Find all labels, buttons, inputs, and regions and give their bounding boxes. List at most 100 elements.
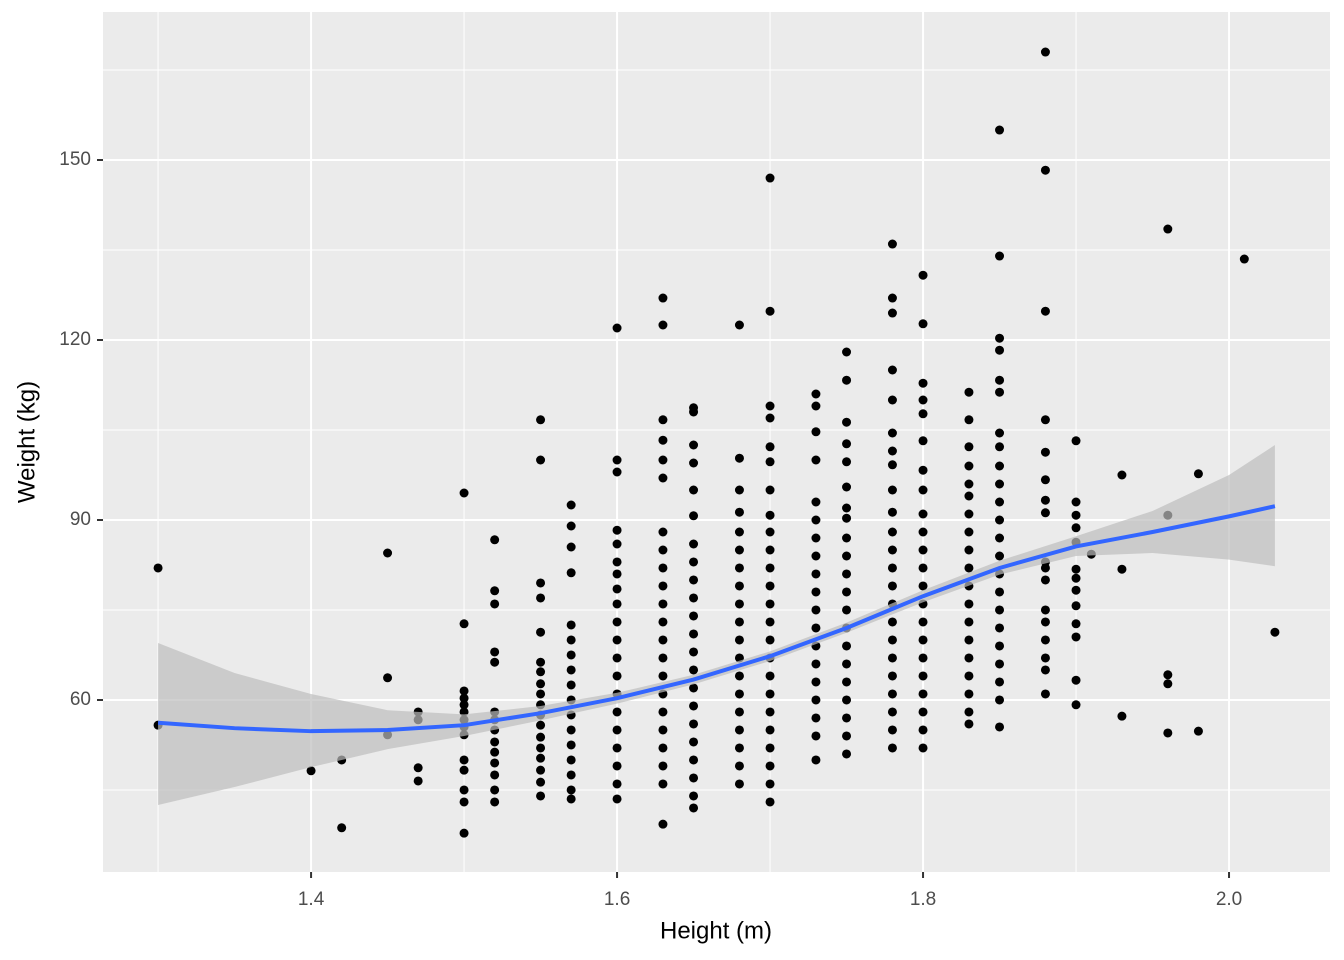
point	[459, 686, 469, 696]
point	[1071, 675, 1081, 685]
point	[964, 442, 974, 452]
point	[964, 461, 974, 471]
point	[689, 755, 699, 765]
point	[842, 659, 852, 669]
point	[612, 455, 622, 465]
point	[612, 569, 622, 579]
point	[964, 479, 974, 489]
smooth-line	[157, 504, 1276, 734]
point	[566, 785, 576, 795]
point	[995, 623, 1005, 633]
point	[658, 671, 668, 681]
point	[918, 725, 928, 735]
point	[1040, 665, 1050, 675]
point	[1270, 627, 1280, 637]
point	[459, 765, 469, 775]
point	[811, 623, 821, 633]
point	[459, 797, 469, 807]
point	[734, 635, 744, 645]
point	[612, 653, 622, 663]
point	[765, 797, 775, 807]
x-axis-title: Height (m)	[660, 917, 772, 944]
point	[612, 323, 622, 333]
point	[995, 497, 1005, 507]
point	[734, 545, 744, 555]
point	[918, 707, 928, 717]
point	[995, 479, 1005, 489]
point	[536, 689, 546, 699]
point	[887, 239, 897, 249]
point	[490, 535, 500, 545]
point	[842, 677, 852, 687]
point	[566, 665, 576, 675]
point	[995, 677, 1005, 687]
point	[765, 761, 775, 771]
point	[1040, 617, 1050, 627]
point	[1071, 601, 1081, 611]
point	[1163, 670, 1173, 680]
point	[490, 647, 500, 657]
point	[658, 320, 668, 330]
x-tick-label: 1.4	[298, 889, 325, 910]
point	[490, 758, 500, 768]
point	[811, 427, 821, 437]
point	[842, 551, 852, 561]
point	[490, 657, 500, 667]
point	[658, 473, 668, 483]
point	[689, 719, 699, 729]
point	[887, 671, 897, 681]
point	[612, 635, 622, 645]
point	[964, 545, 974, 555]
point	[536, 753, 546, 763]
point	[734, 485, 744, 495]
point	[842, 347, 852, 357]
point	[918, 270, 928, 280]
point	[536, 593, 546, 603]
point	[964, 653, 974, 663]
point	[887, 365, 897, 375]
point	[995, 333, 1005, 343]
point	[1163, 728, 1173, 738]
point	[918, 527, 928, 537]
point	[765, 671, 775, 681]
point	[734, 743, 744, 753]
point	[536, 455, 546, 465]
point	[887, 428, 897, 438]
point	[765, 413, 775, 423]
point	[490, 785, 500, 795]
point	[811, 497, 821, 507]
point	[566, 770, 576, 780]
point	[995, 533, 1005, 543]
point	[811, 731, 821, 741]
point	[658, 743, 668, 753]
point	[842, 533, 852, 543]
point	[689, 665, 699, 675]
point	[842, 439, 852, 449]
point	[1040, 415, 1050, 425]
point	[459, 785, 469, 795]
point	[811, 533, 821, 543]
point	[566, 794, 576, 804]
point	[566, 740, 576, 750]
point	[918, 465, 928, 475]
point	[566, 725, 576, 735]
point	[765, 779, 775, 789]
point	[918, 671, 928, 681]
point	[612, 539, 622, 549]
point	[459, 755, 469, 765]
point	[689, 737, 699, 747]
point	[734, 599, 744, 609]
y-axis-title: Weight (kg)	[13, 381, 40, 503]
point	[734, 581, 744, 591]
point	[842, 713, 852, 723]
point	[658, 293, 668, 303]
point	[918, 545, 928, 555]
point	[995, 515, 1005, 525]
point	[765, 599, 775, 609]
point	[765, 173, 775, 183]
point	[918, 689, 928, 699]
point	[1040, 689, 1050, 699]
point	[1071, 497, 1081, 507]
point	[765, 457, 775, 467]
